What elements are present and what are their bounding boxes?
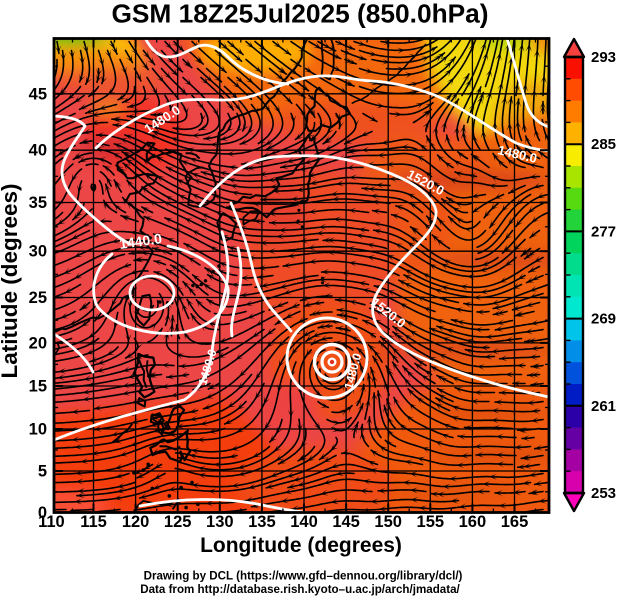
svg-text:35: 35 xyxy=(29,194,47,212)
svg-text:1440.0: 1440.0 xyxy=(118,230,163,252)
svg-text:5: 5 xyxy=(38,463,47,481)
svg-text:269: 269 xyxy=(591,311,616,328)
svg-text:155: 155 xyxy=(417,513,445,531)
svg-text:40: 40 xyxy=(29,142,47,160)
svg-text:15: 15 xyxy=(29,378,47,396)
svg-text:30: 30 xyxy=(29,243,47,261)
svg-text:120: 120 xyxy=(122,513,150,531)
svg-text:253: 253 xyxy=(591,485,616,502)
svg-text:285: 285 xyxy=(591,136,616,153)
svg-text:140: 140 xyxy=(290,513,318,531)
svg-text:0: 0 xyxy=(38,504,47,522)
svg-text:10: 10 xyxy=(29,421,47,439)
svg-text:110: 110 xyxy=(38,513,65,531)
svg-text:130: 130 xyxy=(206,513,234,531)
svg-text:145: 145 xyxy=(332,513,360,531)
svg-text:261: 261 xyxy=(591,398,616,415)
svg-text:GSM 18Z25Jul2025 (850.0hPa): GSM 18Z25Jul2025 (850.0hPa) xyxy=(111,0,488,29)
svg-text:20: 20 xyxy=(29,334,47,352)
svg-text:135: 135 xyxy=(248,513,276,531)
svg-text:Drawing by DCL (https://www.gf: Drawing by DCL (https://www.gfd–dennou.o… xyxy=(144,570,463,583)
svg-text:160: 160 xyxy=(459,513,487,531)
svg-text:150: 150 xyxy=(374,513,402,531)
svg-text:Data from http://database.rish: Data from http://database.rish.kyoto–u.a… xyxy=(140,583,460,596)
svg-text:277: 277 xyxy=(591,223,616,240)
svg-text:115: 115 xyxy=(80,513,107,531)
svg-text:25: 25 xyxy=(29,289,47,307)
svg-text:Longitude (degrees): Longitude (degrees) xyxy=(200,534,402,557)
svg-text:293: 293 xyxy=(591,49,616,66)
svg-text:165: 165 xyxy=(501,513,529,531)
svg-text:125: 125 xyxy=(164,513,192,531)
svg-text:45: 45 xyxy=(29,85,47,103)
svg-text:Latitude (degrees): Latitude (degrees) xyxy=(0,183,22,378)
